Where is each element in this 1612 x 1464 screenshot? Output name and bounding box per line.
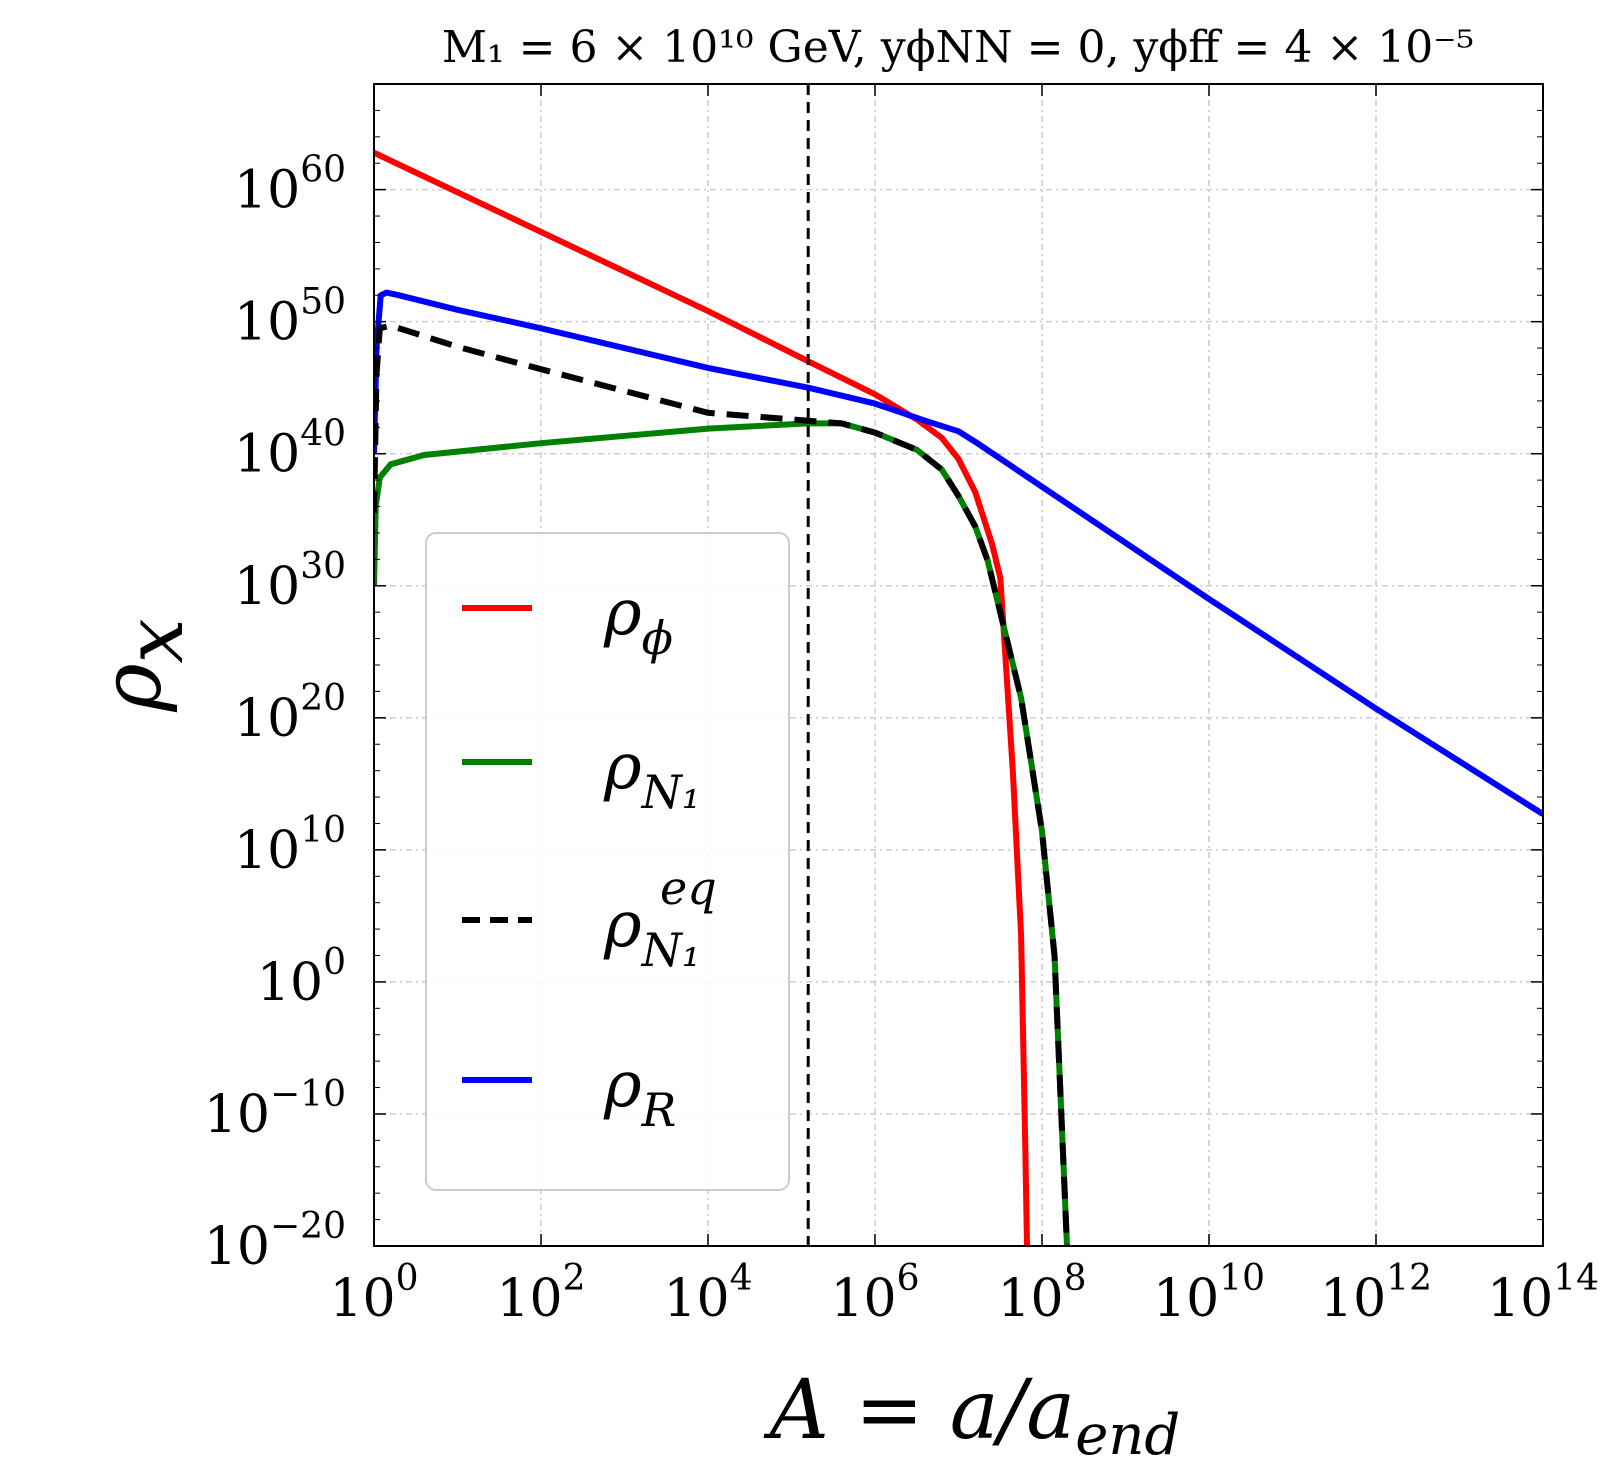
legend-label-0: ρϕ <box>603 576 673 665</box>
x-tick-exp: 8 <box>1064 1258 1087 1299</box>
chart-title: M₁ = 6 × 10¹⁰ GeV, yϕNN = 0, yϕff = 4 × … <box>442 22 1474 73</box>
x-axis-label-main: A = a/a <box>763 1363 1075 1458</box>
x-tick-base: 10 <box>997 1269 1063 1329</box>
y-tick-label: 1030 <box>234 546 346 617</box>
x-axis-label-sub: end <box>1075 1403 1180 1464</box>
y-tick-exp: −10 <box>270 1074 346 1115</box>
y-tick-base: 10 <box>204 1085 270 1145</box>
x-tick-exp: 0 <box>396 1258 419 1299</box>
x-tick-label: 108 <box>997 1258 1086 1329</box>
x-tick-exp: 4 <box>730 1258 753 1299</box>
y-tick-label: 1050 <box>234 282 346 353</box>
y-tick-base: 10 <box>234 293 300 353</box>
x-axis-label: A = a/aend <box>763 1363 1181 1464</box>
y-tick-label: 1060 <box>234 150 346 221</box>
x-tick-exp: 10 <box>1219 1258 1265 1299</box>
legend-label-main: ρ <box>603 730 642 804</box>
tick-labels: 100 102 104 106 108 1010 1012 101410−2010−10100… <box>204 150 1599 1329</box>
y-tick-base: 10 <box>257 953 323 1013</box>
series-line-2 <box>374 322 1070 1246</box>
legend-box <box>425 532 790 1191</box>
legend-label-main: ρ <box>603 576 642 650</box>
y-tick-exp: −20 <box>270 1206 346 1247</box>
y-tick-label: 10−20 <box>204 1206 346 1277</box>
x-tick-label: 106 <box>830 1258 919 1329</box>
legend-label-sub: N₁ <box>641 923 701 977</box>
legend-label-1: ρN₁ <box>603 730 700 819</box>
y-tick-exp: 0 <box>323 942 346 983</box>
x-tick-label: 1012 <box>1320 1258 1432 1329</box>
y-tick-label: 1010 <box>234 810 346 881</box>
x-tick-label: 100 <box>329 1258 418 1329</box>
y-tick-exp: 20 <box>300 678 346 719</box>
y-tick-label: 1040 <box>234 414 346 485</box>
y-tick-base: 10 <box>234 557 300 617</box>
legend-label-sup: eq <box>660 861 717 915</box>
x-tick-base: 10 <box>329 1269 395 1329</box>
y-tick-exp: 40 <box>300 414 346 455</box>
x-tick-label: 1010 <box>1153 1258 1265 1329</box>
x-tick-label: 1014 <box>1487 1258 1599 1329</box>
x-tick-exp: 2 <box>563 1258 586 1299</box>
x-tick-label: 104 <box>663 1258 752 1329</box>
y-tick-exp: 10 <box>300 810 346 851</box>
legend-label-sub: N₁ <box>641 765 701 819</box>
x-tick-base: 10 <box>830 1269 896 1329</box>
x-tick-base: 10 <box>496 1269 562 1329</box>
x-tick-exp: 14 <box>1553 1258 1599 1299</box>
legend-label-main: ρ <box>603 888 642 962</box>
x-tick-exp: 12 <box>1386 1258 1432 1299</box>
legend-label-sub: ϕ <box>642 611 673 665</box>
x-tick-exp: 6 <box>897 1258 920 1299</box>
legend-label-main: ρ <box>603 1048 642 1122</box>
x-tick-base: 10 <box>1320 1269 1386 1329</box>
legend-label-3: ρR <box>603 1048 676 1137</box>
x-tick-base: 10 <box>1487 1269 1553 1329</box>
y-tick-base: 10 <box>234 821 300 881</box>
y-axis-label-sub: x <box>108 618 201 663</box>
legend-label-2: ρN₁ <box>603 888 700 977</box>
series-group <box>374 149 1543 1246</box>
x-tick-base: 10 <box>663 1269 729 1329</box>
y-tick-base: 10 <box>234 689 300 749</box>
y-tick-exp: 30 <box>300 546 346 587</box>
y-tick-base: 10 <box>234 425 300 485</box>
y-tick-exp: 50 <box>300 282 346 323</box>
legend-label-sub: R <box>641 1083 677 1137</box>
y-tick-label: 1020 <box>234 678 346 749</box>
series-line-3 <box>374 289 1543 817</box>
y-tick-label: 10−10 <box>204 1074 346 1145</box>
y-axis-label-main: ρ <box>85 663 180 712</box>
x-tick-label: 102 <box>496 1258 585 1329</box>
x-tick-base: 10 <box>1153 1269 1219 1329</box>
series-line-0 <box>374 149 1030 1246</box>
y-tick-base: 10 <box>204 1217 270 1277</box>
tick-marks <box>373 83 1544 1247</box>
y-tick-exp: 60 <box>300 150 346 191</box>
y-tick-label: 100 <box>257 942 346 1013</box>
y-axis-label: ρx <box>85 618 201 712</box>
y-tick-base: 10 <box>234 161 300 221</box>
